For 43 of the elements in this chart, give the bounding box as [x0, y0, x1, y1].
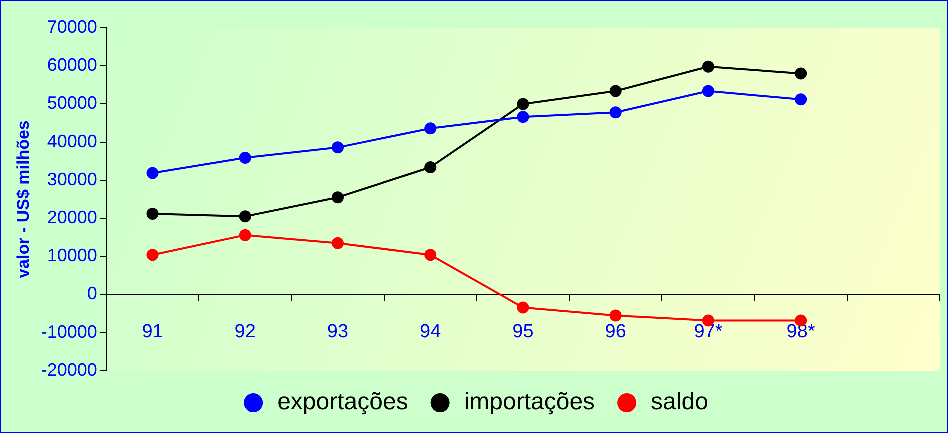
- point: [517, 98, 530, 110]
- point: [424, 122, 437, 135]
- x-tick-label: 98*: [786, 321, 816, 342]
- point: [795, 94, 808, 106]
- point: [239, 210, 252, 223]
- y-tick-label: 40000: [47, 131, 98, 152]
- point: [517, 111, 530, 124]
- y-tick-label: 10000: [47, 246, 98, 266]
- x-tick-label: 94: [420, 321, 442, 342]
- y-tick-label: 50000: [47, 93, 98, 114]
- x-tick-label: 96: [605, 321, 626, 342]
- point: [332, 237, 344, 250]
- x-tick-label: 95: [512, 321, 534, 342]
- point: [610, 85, 622, 98]
- point: [517, 302, 530, 314]
- y-tick-label: 70000: [47, 16, 98, 37]
- legend-label: exportações: [278, 388, 408, 416]
- x-tick-label: 92: [234, 321, 256, 342]
- y-tick-label: -10000: [41, 322, 98, 342]
- point: [702, 60, 714, 73]
- point: [332, 192, 344, 204]
- y-tick-label: 20000: [47, 208, 98, 228]
- point: [795, 68, 808, 80]
- y-axis-title: valor - US$ milhões: [14, 120, 33, 278]
- legend-label: saldo: [651, 388, 708, 416]
- point: [424, 161, 437, 174]
- y-tick-label: 0: [87, 284, 98, 304]
- point: [332, 142, 344, 154]
- point: [702, 85, 714, 98]
- y-tick-label: 60000: [47, 55, 98, 76]
- point: [146, 167, 159, 180]
- point: [610, 310, 622, 322]
- x-tick-label: 91: [142, 321, 164, 342]
- legend-label: importações: [464, 388, 596, 416]
- y-tick-label: 30000: [47, 169, 98, 190]
- point: [146, 208, 159, 220]
- point: [610, 106, 622, 119]
- x-tick-label: 93: [327, 321, 349, 342]
- point: [239, 229, 252, 242]
- point: [239, 152, 252, 164]
- point: [424, 249, 437, 262]
- point: [146, 249, 159, 262]
- y-tick-label: -20000: [41, 360, 98, 380]
